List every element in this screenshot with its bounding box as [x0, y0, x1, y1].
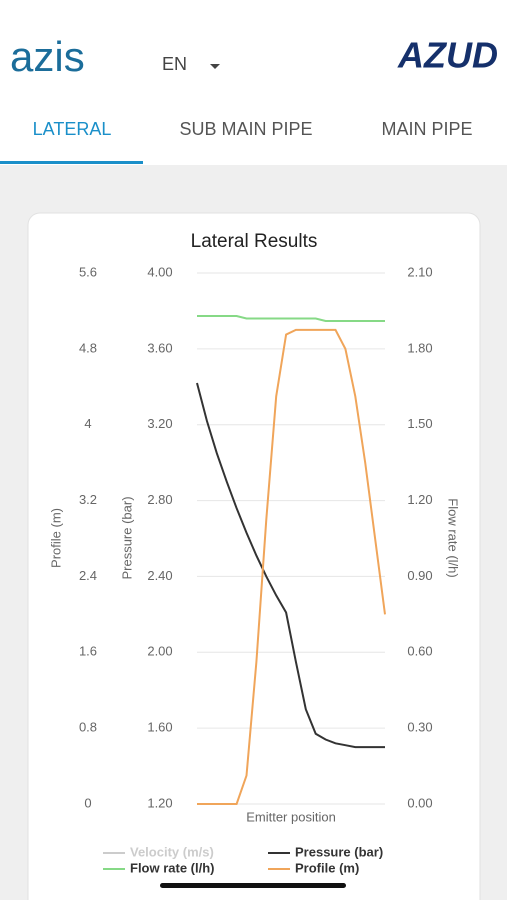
series-line [197, 315, 385, 322]
y-tick-label: 4.00 [147, 264, 172, 279]
y-axis-label: Pressure (bar) [119, 496, 134, 579]
y-tick-label: 2.80 [147, 492, 172, 507]
y-tick-label: 3.60 [147, 340, 172, 355]
y3-tick-label: 5.6 [79, 264, 97, 279]
y2-tick-label: 0.30 [407, 720, 432, 735]
series-line [197, 328, 386, 805]
y3-axis-label: Profile (m) [48, 508, 63, 568]
y-tick-label: 2.40 [147, 568, 172, 583]
y2-tick-label: 1.50 [407, 416, 432, 431]
y2-tick-label: 1.20 [407, 492, 432, 507]
y2-tick-label: 2.10 [407, 264, 432, 279]
y3-tick-label: 1.6 [79, 644, 97, 659]
language-selector[interactable]: EN [162, 54, 187, 74]
y2-tick-label: 0.60 [407, 644, 432, 659]
legend-label: Pressure (bar) [295, 844, 383, 859]
legend-label: Velocity (m/s) [130, 844, 214, 859]
tab[interactable]: SUB MAIN PIPE [179, 119, 312, 139]
home-indicator [160, 883, 346, 888]
y3-tick-label: 4.8 [79, 340, 97, 355]
y3-tick-label: 3.2 [79, 492, 97, 507]
y-tick-label: 2.00 [147, 644, 172, 659]
y-tick-label: 3.20 [147, 416, 172, 431]
active-tab-indicator [0, 161, 143, 164]
y3-tick-label: 2.4 [79, 568, 97, 583]
brand-logo: AZUD [397, 35, 498, 76]
tab[interactable]: MAIN PIPE [381, 119, 472, 139]
y3-tick-label: 0 [84, 795, 91, 810]
y3-tick-label: 0.8 [79, 720, 97, 735]
y-tick-label: 1.20 [147, 795, 172, 810]
y2-axis-label: Flow rate (l/h) [446, 498, 461, 577]
y2-tick-label: 1.80 [407, 340, 432, 355]
y3-tick-label: 4 [84, 416, 91, 431]
series-line [196, 382, 385, 749]
y-tick-label: 1.60 [147, 720, 172, 735]
chart-title: Lateral Results [191, 231, 318, 252]
y2-tick-label: 0.00 [407, 795, 432, 810]
y2-tick-label: 0.90 [407, 568, 432, 583]
logo: azis [10, 33, 85, 80]
x-axis-label: Emitter position [246, 809, 336, 824]
plot: 1.201.602.002.402.803.203.604.000.000.30… [79, 264, 433, 875]
dropdown-arrow[interactable] [210, 64, 220, 69]
legend-label: Profile (m) [295, 860, 359, 875]
tab[interactable]: LATERAL [33, 119, 112, 139]
legend-label: Flow rate (l/h) [130, 860, 215, 875]
